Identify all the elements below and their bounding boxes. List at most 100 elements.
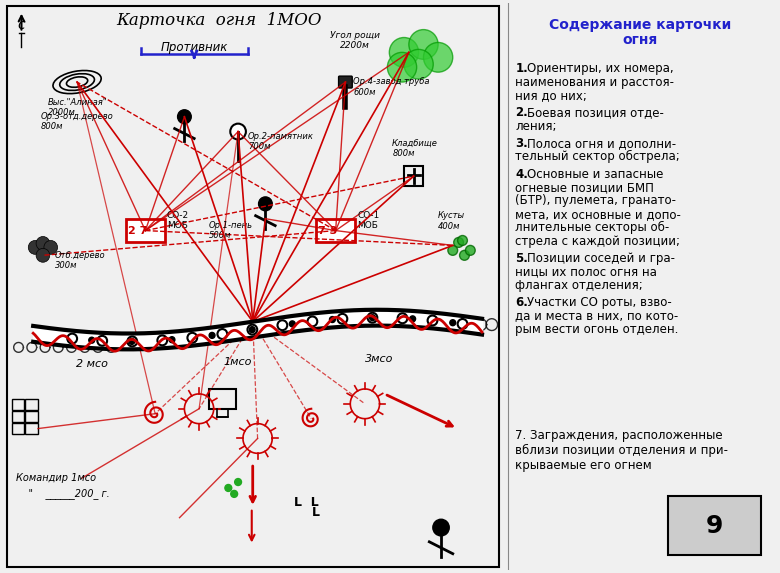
Circle shape [389,37,419,67]
Text: Полоса огня и дополни-: Полоса огня и дополни- [527,137,676,150]
Text: ницы их полос огня на: ницы их полос огня на [516,265,658,278]
Circle shape [89,337,94,343]
Text: СО-1
МОБ: СО-1 МОБ [357,211,379,230]
Circle shape [209,332,215,339]
Text: 3.: 3. [516,137,528,150]
Text: Выс."Алиная"
2000м: Выс."Алиная" 2000м [48,98,108,117]
Circle shape [36,237,50,250]
Circle shape [338,314,347,324]
Circle shape [169,337,175,343]
Text: СО-2
МОБ: СО-2 МОБ [167,211,189,230]
Text: Содержание карточки: Содержание карточки [549,18,732,32]
Text: 4.: 4. [516,168,528,180]
Text: Ориентиры, их номера,: Ориентиры, их номера, [527,62,674,75]
Bar [26,411,38,422]
Text: флангах отделения;: флангах отделения; [516,278,643,292]
Circle shape [289,321,295,327]
Circle shape [158,335,167,346]
Text: с: с [18,18,25,32]
Circle shape [259,197,272,211]
Circle shape [231,490,238,497]
Circle shape [370,315,375,321]
Circle shape [398,313,407,323]
Bar [404,166,424,186]
Bar [12,411,24,422]
Text: 9: 9 [705,513,723,537]
Circle shape [178,110,191,124]
Bar [209,389,236,409]
Text: Ор.4-завод труба
600м: Ор.4-завод труба 600м [353,77,430,97]
Circle shape [458,236,467,245]
Text: 2.: 2. [516,107,528,119]
Text: Боевая позиция отде-: Боевая позиция отде- [527,107,664,119]
Circle shape [250,327,255,332]
Circle shape [225,485,232,492]
Text: (БТР), пулемета, гранато-: (БТР), пулемета, гранато- [516,194,676,207]
Circle shape [409,30,438,59]
Circle shape [307,316,317,327]
Circle shape [247,325,257,335]
Text: да и места в них, по кото-: да и места в них, по кото- [516,309,679,322]
Circle shape [187,333,197,343]
Text: мета, их основные и допо-: мета, их основные и допо- [516,208,681,221]
Text: наименования и расстоя-: наименования и расстоя- [516,76,674,89]
Circle shape [448,245,458,256]
Circle shape [230,124,246,139]
Text: Кладбище
800м: Кладбище 800м [392,139,438,158]
Text: Участки СО роты, взво-: Участки СО роты, взво- [527,296,672,309]
Text: ления;: ления; [516,120,557,133]
Circle shape [28,241,42,254]
Text: стрела с каждой позиции;: стрела с каждой позиции; [516,234,680,248]
Text: лнительные секторы об-: лнительные секторы об- [516,221,669,234]
Text: 6.: 6. [516,296,528,309]
Circle shape [44,241,58,254]
Circle shape [98,336,107,346]
Circle shape [424,42,452,72]
Text: Кусты
400м: Кусты 400м [438,211,465,230]
Circle shape [36,248,50,262]
Bar [12,399,24,410]
Circle shape [450,320,456,325]
Text: 1.: 1. [516,62,528,75]
Text: огневые позиции БМП: огневые позиции БМП [516,181,654,194]
Text: 7 3: 7 3 [318,226,337,236]
Text: 2 мсо: 2 мсо [76,359,108,369]
Circle shape [129,339,135,344]
Text: тельный сектор обстрела;: тельный сектор обстрела; [516,150,680,163]
Text: 7. Заграждения, расположенные
вблизи позиции отделения и при-
крываемые его огне: 7. Заграждения, расположенные вблизи поз… [516,429,729,472]
Text: L: L [312,506,320,519]
Circle shape [466,245,475,256]
Text: Ор.1-пень
500м: Ор.1-пень 500м [209,221,253,240]
Bar [26,399,38,410]
FancyBboxPatch shape [339,76,353,88]
Text: Позиции соседей и гра-: Позиции соседей и гра- [527,252,675,265]
Text: 3мсо: 3мсо [365,354,394,364]
Text: Командир 1мсо: Командир 1мсо [16,473,96,483]
Circle shape [404,49,433,79]
Circle shape [388,52,417,82]
Text: L  L: L L [294,496,319,509]
Circle shape [218,329,227,339]
Text: рым вести огонь отделен.: рым вести огонь отделен. [516,323,679,336]
Text: Отб.дерево
300м: Отб.дерево 300м [55,250,105,270]
Circle shape [67,333,77,344]
Bar [316,219,355,242]
Text: 1мсо: 1мсо [224,358,252,367]
Circle shape [127,336,137,347]
Circle shape [427,316,438,325]
Bar [26,423,38,434]
Bar [126,219,165,242]
Circle shape [329,316,335,323]
Text: "    ______200_ г.: " ______200_ г. [16,488,109,499]
Circle shape [458,319,467,329]
Text: ния до них;: ния до них; [516,89,587,102]
Text: 5.: 5. [516,252,528,265]
Text: 2 7: 2 7 [128,226,147,236]
Text: Ор.3-отд.дерево
800м: Ор.3-отд.дерево 800м [41,112,114,131]
Circle shape [459,250,470,260]
Circle shape [433,519,449,536]
Bar [12,423,24,434]
Text: Карточка  огня  1МОО: Карточка огня 1МОО [115,12,321,29]
Circle shape [410,316,416,322]
Bar [668,496,761,555]
